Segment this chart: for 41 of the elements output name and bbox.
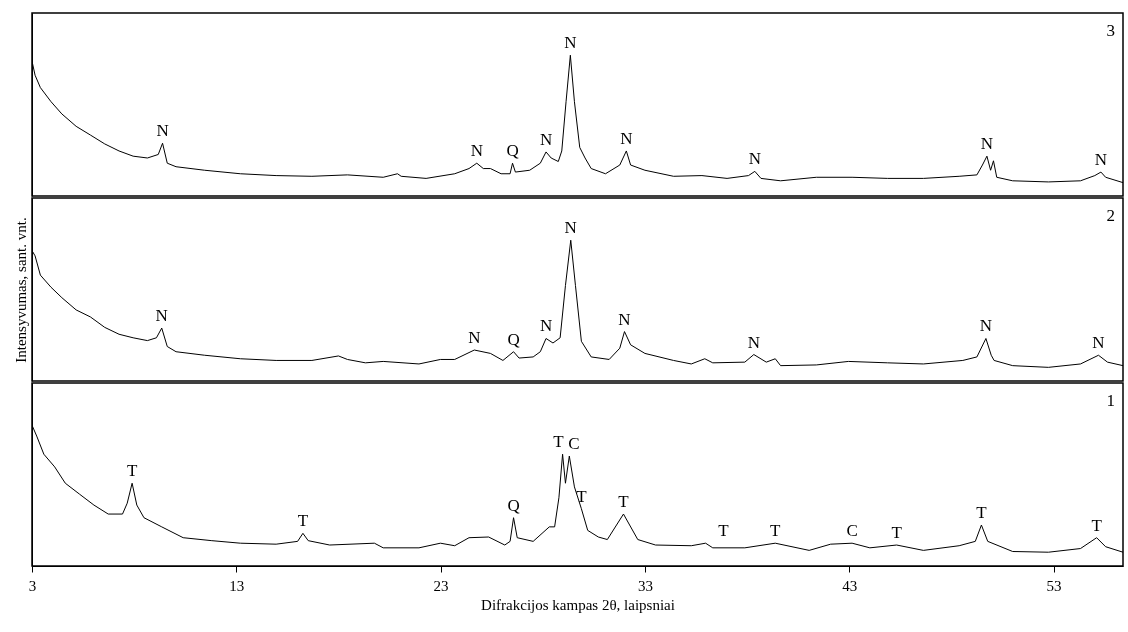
annotation: N [470,141,483,161]
annotation: Q [507,495,520,515]
annotation: N [155,306,168,326]
annotation: T [553,432,565,452]
annotation: N [564,218,577,238]
annotation: Q [506,141,519,161]
x-tick-label: 13 [229,577,245,594]
annotation: T [718,521,730,541]
annotation: N [618,309,631,329]
x-tick-label: 33 [637,577,653,594]
annotation: N [1092,333,1105,353]
annotation: T [618,492,630,512]
annotation: N [564,33,577,53]
annotation: T [297,511,309,531]
annotation: N [620,128,633,148]
annotation: N [468,328,481,348]
annotation: Q [507,329,520,349]
annotation: N [979,316,993,336]
annotation: T [976,503,988,523]
annotation: C [846,521,858,541]
annotation: T [1091,515,1103,535]
text: 1 [1106,391,1115,410]
text: 2 [1106,206,1115,225]
annotation: N [980,134,994,154]
x-axis-title: Difrakcijos kampas 2θ, laipsniai [481,596,675,613]
annotation: N [539,129,553,149]
y-axis-title: Intensyvumas, sant. vnt. [12,217,29,363]
annotation: T [126,461,138,481]
x-tick-label: 43 [842,577,858,594]
annotation: N [1094,150,1108,170]
x-tick-label: 53 [1046,577,1062,594]
text: 3 [1106,21,1115,40]
annotation: T [770,521,782,541]
annotation: N [747,332,760,352]
annotation: T [891,523,903,543]
x-tick-label: 3 [28,577,37,594]
annotation: C [568,434,580,454]
annotation: N [156,121,169,141]
annotation: N [748,149,761,169]
annotation: N [539,316,553,336]
x-tick-label: 23 [433,577,449,594]
